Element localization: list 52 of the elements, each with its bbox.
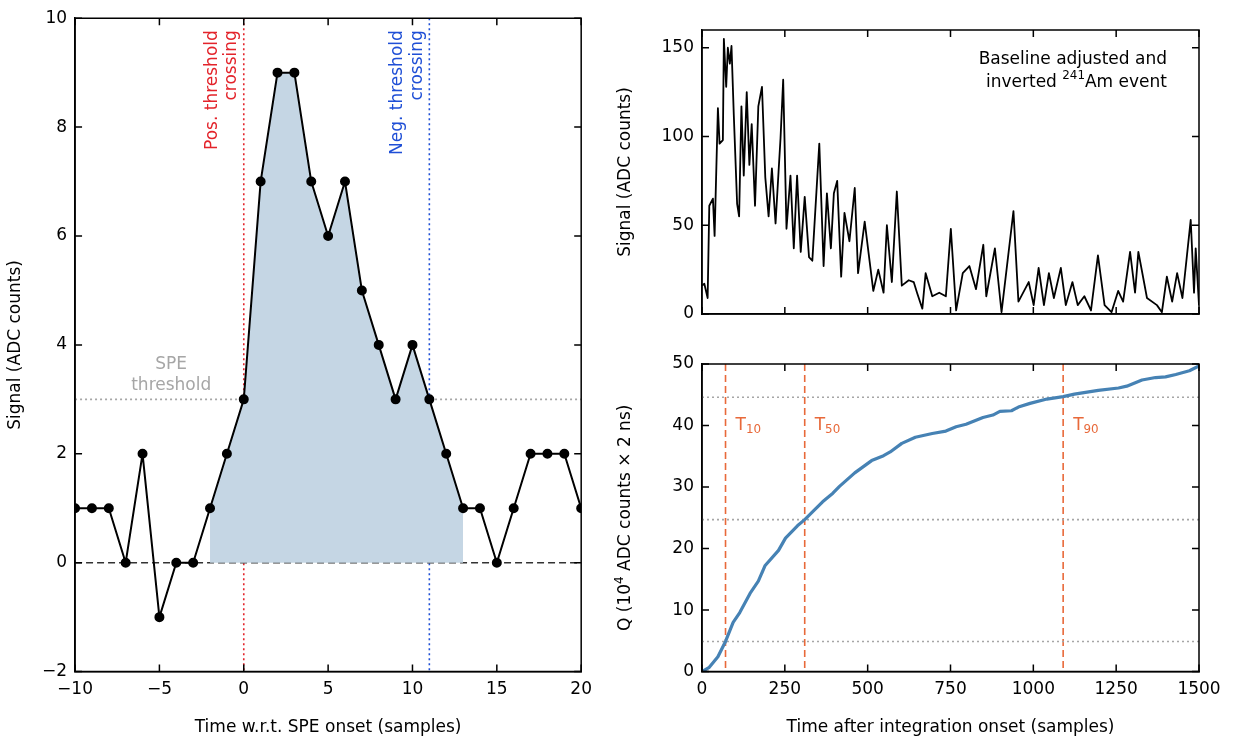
y-tick-label: 6 <box>56 224 68 245</box>
x-tick-label: 750 <box>934 678 967 699</box>
point <box>525 448 536 459</box>
x-axis-title: Time w.r.t. SPE onset (samples) <box>193 716 462 737</box>
point <box>542 448 553 459</box>
x-tick-label: 1250 <box>1094 678 1138 699</box>
y-tick-label: 100 <box>661 124 694 145</box>
y-tick-label: 20 <box>672 536 694 557</box>
y-tick-label: 10 <box>672 598 694 619</box>
x-tick-label: 0 <box>696 678 708 699</box>
x-tick-label: −5 <box>146 678 172 699</box>
point <box>120 557 131 568</box>
y-tick-label: 8 <box>56 115 68 136</box>
x-tick-label: 250 <box>768 678 802 699</box>
y-tick-label: 0 <box>683 302 694 323</box>
point <box>491 557 502 568</box>
y-tick-label: 4 <box>56 333 68 354</box>
x-tick-label: 0 <box>238 678 250 699</box>
y-axis-title: Q (104 ADC counts × 2 ns) <box>611 404 635 631</box>
y-tick-label: 150 <box>661 36 694 57</box>
point <box>137 448 148 459</box>
x-tick-label: 10 <box>401 678 424 699</box>
ref-line-label: Neg. threshold crossing <box>386 30 426 156</box>
point <box>103 503 114 514</box>
point <box>508 503 519 514</box>
x-tick-label: 15 <box>486 678 508 699</box>
y-tick-label: 10 <box>45 6 68 27</box>
y-tick-label: 30 <box>672 475 694 496</box>
x-tick-label: 1500 <box>1177 678 1221 699</box>
point <box>188 557 199 568</box>
y-axis-title: Signal (ADC counts) <box>614 87 635 257</box>
point <box>86 503 97 514</box>
x-axis-title: Time after integration onset (samples) <box>785 716 1115 737</box>
x-tick-label: 1000 <box>1011 678 1055 699</box>
ref-line-label: Pos. threshold crossing <box>200 30 241 150</box>
ref-line-label: SPE threshold <box>131 352 212 394</box>
y-tick-label: 0 <box>56 551 68 572</box>
x-tick-label: 20 <box>570 678 592 699</box>
point <box>559 448 570 459</box>
point <box>474 503 485 514</box>
y-tick-label: 2 <box>56 442 68 463</box>
y-tick-label: 50 <box>672 213 694 234</box>
x-tick-label: −10 <box>57 678 94 699</box>
y-tick-label: 40 <box>672 413 694 434</box>
y-axis-title: Signal (ADC counts) <box>4 260 25 430</box>
x-tick-label: 5 <box>322 678 334 699</box>
y-tick-label: 50 <box>672 352 694 373</box>
point <box>154 612 165 623</box>
x-tick-label: 500 <box>851 678 884 699</box>
point <box>171 557 182 568</box>
y-tick-label: 0 <box>683 660 694 681</box>
y-tick-label: −2 <box>42 660 68 681</box>
